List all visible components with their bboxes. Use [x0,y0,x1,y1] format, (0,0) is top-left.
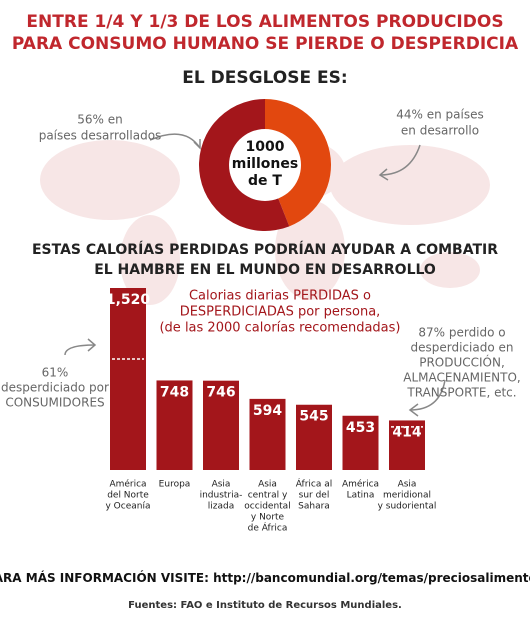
category-label: América [109,479,146,490]
bar [342,415,379,470]
category-label: Europa [159,480,191,490]
pie-title: EL DESGLOSE ES: [182,68,347,88]
bar [110,288,146,470]
pie-label: países desarrollados [39,129,162,143]
category-label: Latina [347,491,375,501]
pie-center-label: de T [248,173,282,189]
value-label: 748 [160,384,189,400]
annotation: desperdiciado en [411,341,514,355]
bar-title: ESTAS CALORÍAS PERDIDAS PODRÍAN AYUDAR A… [32,241,498,258]
category-label: y Norte [251,513,285,523]
annotation: 61% [42,366,69,380]
pie-label: 44% en países [396,108,483,122]
category-label: Sahara [298,502,330,512]
annotation: PRODUCCIÓN, [419,355,505,370]
annotation: 87% perdido o [418,326,505,340]
footer-info: PARA MÁS INFORMACIÓN VISITE: http://banc… [0,570,530,585]
category-label: y sudoriental [378,502,437,512]
bar [156,380,193,470]
bar-subtitle: Calorias diarias PERDIDAS o [189,289,371,304]
pie-label: 56% en [77,113,122,127]
pie-center-label: millones [232,156,298,172]
pie-center-label: 1000 [246,139,285,155]
sources: Fuentes: FAO e Instituto de Recursos Mun… [128,600,402,611]
annotation: desperdiciado por [1,381,109,395]
value-label: 545 [299,409,328,425]
bar [389,420,425,470]
bar-subtitle: DESPERDICIADAS por persona, [180,305,381,320]
value-label: 594 [253,403,282,419]
category-label: Asia [398,480,417,490]
category-label: del Norte [107,491,149,501]
category-label: Asia [258,480,277,490]
category-label: lizada [208,502,234,512]
title: PARA CONSUMO HUMANO SE PIERDE O DESPERDI… [12,34,519,54]
value-label: 414 [392,424,421,440]
annotation: CONSUMIDORES [5,396,104,410]
category-label: África al [296,478,333,490]
category-label: América [342,479,379,490]
bar-title: EL HAMBRE EN EL MUNDO EN DESARROLLO [94,262,436,278]
pie-hole [229,129,301,201]
category-label: meridional [383,491,431,501]
value-label: 1,520 [106,292,151,308]
title: ENTRE 1/4 Y 1/3 DE LOS ALIMENTOS PRODUCI… [26,12,503,32]
annotation: TRANSPORTE, etc. [406,386,516,400]
info-label: PARA MÁS INFORMACIÓN VISITE: [0,570,213,585]
category-label: sur del [299,491,330,501]
bar-subtitle: (de las 2000 calorías recomendadas) [159,321,400,336]
category-label: y Oceanía [106,502,151,512]
category-label: de África [248,522,288,534]
bar [203,380,239,470]
url: http://bancomundial.org/temas/preciosali… [213,571,530,585]
bar [249,398,286,470]
annotation: ALMACENAMIENTO, [403,371,520,385]
value-label: 453 [346,420,375,436]
category-label: occidental [244,502,290,512]
category-label: central y [248,491,288,501]
category-label: Asia [212,480,231,490]
bar [296,404,332,470]
category-label: industria- [200,491,243,501]
value-label: 746 [206,385,235,401]
arrows [64,133,446,417]
content: ENTRE 1/4 Y 1/3 DE LOS ALIMENTOS PRODUCI… [0,12,530,611]
pie-label: en desarrollo [401,124,479,138]
